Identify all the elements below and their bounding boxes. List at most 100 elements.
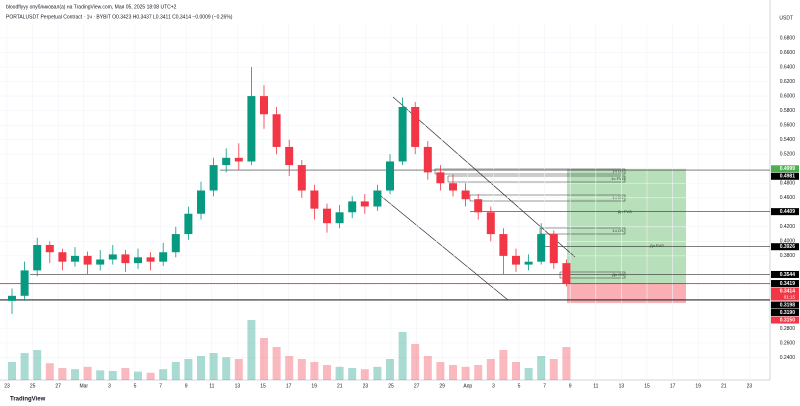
volume-bar bbox=[247, 320, 256, 380]
volume-bar bbox=[436, 362, 445, 380]
volume-bar bbox=[386, 359, 394, 380]
volume-bar bbox=[96, 370, 105, 380]
x-tick-label: 15 bbox=[260, 383, 266, 389]
candle-body bbox=[461, 190, 470, 200]
price-label: 0.3419 bbox=[780, 281, 796, 287]
volume-bar bbox=[20, 353, 29, 380]
candle-body bbox=[121, 254, 130, 264]
candle-body bbox=[348, 201, 357, 213]
candle-body bbox=[360, 201, 369, 207]
y-tick-label: 0.4800 bbox=[780, 181, 796, 187]
volume-bar bbox=[108, 371, 117, 380]
zone-label: 1ч OB bbox=[612, 169, 624, 174]
countdown: 01:15 bbox=[784, 295, 796, 300]
volume-bar bbox=[461, 366, 470, 380]
candle-body bbox=[71, 255, 79, 262]
x-tick-label: 7 bbox=[159, 383, 162, 389]
candle-body bbox=[272, 114, 281, 147]
candle-body bbox=[171, 234, 180, 253]
candle-body bbox=[449, 183, 457, 191]
candle-body bbox=[537, 234, 546, 262]
price-label-bg bbox=[771, 243, 799, 251]
price-label: 0.3414 bbox=[780, 288, 796, 294]
candle-body bbox=[247, 96, 256, 162]
x-tick-label: 29 bbox=[439, 383, 445, 389]
x-tick-label: 23 bbox=[4, 383, 10, 389]
volume-bar bbox=[8, 362, 16, 380]
volume-bar bbox=[524, 368, 533, 380]
x-tick-label: 3 bbox=[108, 383, 111, 389]
volume-bar bbox=[373, 366, 382, 380]
price-label-bg bbox=[771, 287, 799, 295]
candle-body bbox=[335, 212, 344, 224]
volume-bar bbox=[423, 356, 432, 380]
volume-bar bbox=[474, 365, 483, 380]
volume-bar bbox=[398, 332, 407, 380]
volume-bar bbox=[512, 362, 520, 380]
candle-body bbox=[512, 255, 520, 265]
price-label: 0.3150 bbox=[780, 317, 796, 323]
x-tick-label: 25 bbox=[388, 383, 394, 389]
y-tick-label: 0.4000 bbox=[780, 239, 796, 245]
x-tick-label: 27 bbox=[55, 383, 61, 389]
volume-bar bbox=[499, 350, 508, 380]
x-tick-label: 5 bbox=[518, 383, 521, 389]
volume-bar bbox=[184, 359, 193, 380]
candle-body bbox=[562, 263, 571, 284]
candle-body bbox=[20, 270, 29, 296]
x-tick-label: 17 bbox=[670, 383, 676, 389]
volume-bar bbox=[360, 369, 369, 380]
stop-zone bbox=[567, 283, 686, 304]
y-tick-label: 0.6000 bbox=[780, 93, 796, 99]
zone-label: 1ч OB bbox=[612, 228, 624, 233]
volume-bar bbox=[71, 369, 79, 380]
y-tick-label: 0.5800 bbox=[780, 108, 796, 114]
x-tick-label: 27 bbox=[414, 383, 420, 389]
candle-body bbox=[323, 208, 331, 224]
candle-body bbox=[486, 212, 495, 235]
candle-body bbox=[222, 157, 231, 166]
price-label-bg bbox=[771, 270, 799, 278]
x-tick-label: Mar bbox=[79, 383, 88, 389]
zone-box bbox=[539, 227, 626, 235]
x-tick-label: 13 bbox=[235, 383, 241, 389]
volume-bar bbox=[171, 362, 180, 380]
candle-body bbox=[33, 244, 42, 271]
candle-body bbox=[423, 146, 432, 173]
y-tick-label: 0.6800 bbox=[780, 35, 796, 41]
volume-bar bbox=[159, 369, 168, 380]
y-tick-label: 0.5200 bbox=[780, 152, 796, 158]
volume-bar bbox=[411, 344, 420, 380]
candle-body bbox=[146, 257, 155, 262]
candle-body bbox=[159, 252, 168, 262]
candle-body bbox=[285, 146, 294, 166]
price-label-bg bbox=[771, 165, 799, 173]
volume-bar bbox=[45, 363, 54, 380]
y-tick-label: 0.6400 bbox=[780, 64, 796, 70]
currency: USDT bbox=[779, 15, 793, 21]
author-line: bloodflyyy опубликовал(а) на TradingView… bbox=[6, 4, 177, 10]
candle-body bbox=[524, 261, 533, 265]
price-label-bg bbox=[771, 309, 799, 317]
candle-body bbox=[8, 295, 16, 301]
y-tick-label: 0.2800 bbox=[780, 326, 796, 332]
y-tick-label: 0.6200 bbox=[780, 79, 796, 85]
volume-bar bbox=[285, 356, 294, 380]
volume-bar bbox=[121, 368, 130, 380]
x-tick-label: 25 bbox=[30, 383, 36, 389]
symbol-line: PORTALUSDT Perpetual Contract · 1ч · BYB… bbox=[6, 14, 233, 20]
candle-body bbox=[184, 213, 193, 235]
zone-box bbox=[434, 168, 626, 175]
volume-bar bbox=[335, 366, 344, 380]
volume-bar bbox=[234, 359, 243, 380]
candle-body bbox=[209, 165, 218, 191]
x-tick-label: 17 bbox=[286, 383, 292, 389]
x-tick-label: 9 bbox=[569, 383, 572, 389]
volume-bar bbox=[562, 347, 571, 380]
volume-bar bbox=[323, 365, 331, 380]
x-tick-label: 21 bbox=[721, 383, 727, 389]
price-label-bg bbox=[771, 316, 799, 324]
zone-box bbox=[559, 271, 626, 279]
candle-body bbox=[96, 259, 105, 265]
